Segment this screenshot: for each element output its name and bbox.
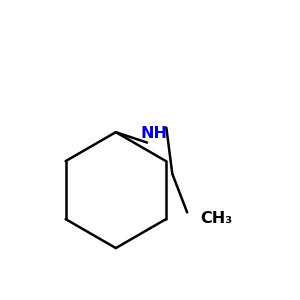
Text: CH₃: CH₃ [200, 211, 233, 226]
Text: NH: NH [141, 126, 168, 141]
